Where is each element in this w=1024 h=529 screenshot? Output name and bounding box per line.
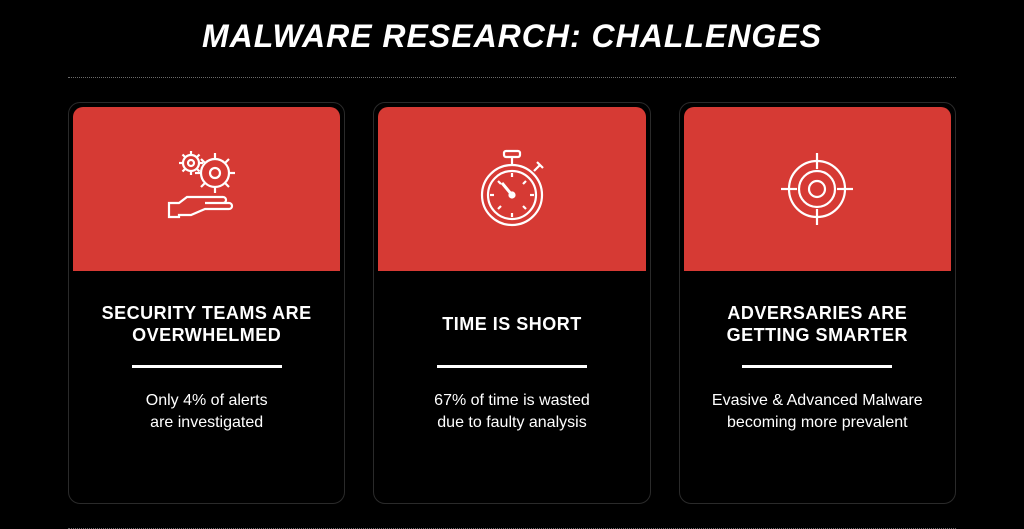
card-header (378, 107, 645, 271)
card-heading: ADVERSARIES ARE GETTING SMARTER (727, 301, 909, 347)
card-desc: Only 4% of alerts are investigated (146, 390, 268, 435)
card-security-teams: SECURITY TEAMS ARE OVERWHELMED Only 4% o… (68, 102, 345, 504)
card-desc: 67% of time is wasted due to faulty anal… (434, 390, 590, 435)
card-body: ADVERSARIES ARE GETTING SMARTER Evasive … (680, 275, 955, 503)
stopwatch-icon (462, 139, 562, 239)
card-adversaries: ADVERSARIES ARE GETTING SMARTER Evasive … (679, 102, 956, 504)
card-desc: Evasive & Advanced Malware becoming more… (712, 390, 923, 435)
card-separator (132, 365, 282, 368)
top-divider (68, 77, 956, 78)
card-heading: TIME IS SHORT (442, 301, 582, 347)
card-heading: SECURITY TEAMS ARE OVERWHELMED (102, 301, 312, 347)
hand-gears-icon (157, 139, 257, 239)
page-title: MALWARE RESEARCH: CHALLENGES (68, 18, 956, 55)
card-row: SECURITY TEAMS ARE OVERWHELMED Only 4% o… (68, 102, 956, 504)
card-body: TIME IS SHORT 67% of time is wasted due … (374, 275, 649, 503)
card-separator (742, 365, 892, 368)
card-time-short: TIME IS SHORT 67% of time is wasted due … (373, 102, 650, 504)
infographic-page: MALWARE RESEARCH: CHALLENGES (0, 0, 1024, 529)
target-icon (767, 139, 867, 239)
card-header (73, 107, 340, 271)
card-separator (437, 365, 587, 368)
card-header (684, 107, 951, 271)
card-body: SECURITY TEAMS ARE OVERWHELMED Only 4% o… (69, 275, 344, 503)
